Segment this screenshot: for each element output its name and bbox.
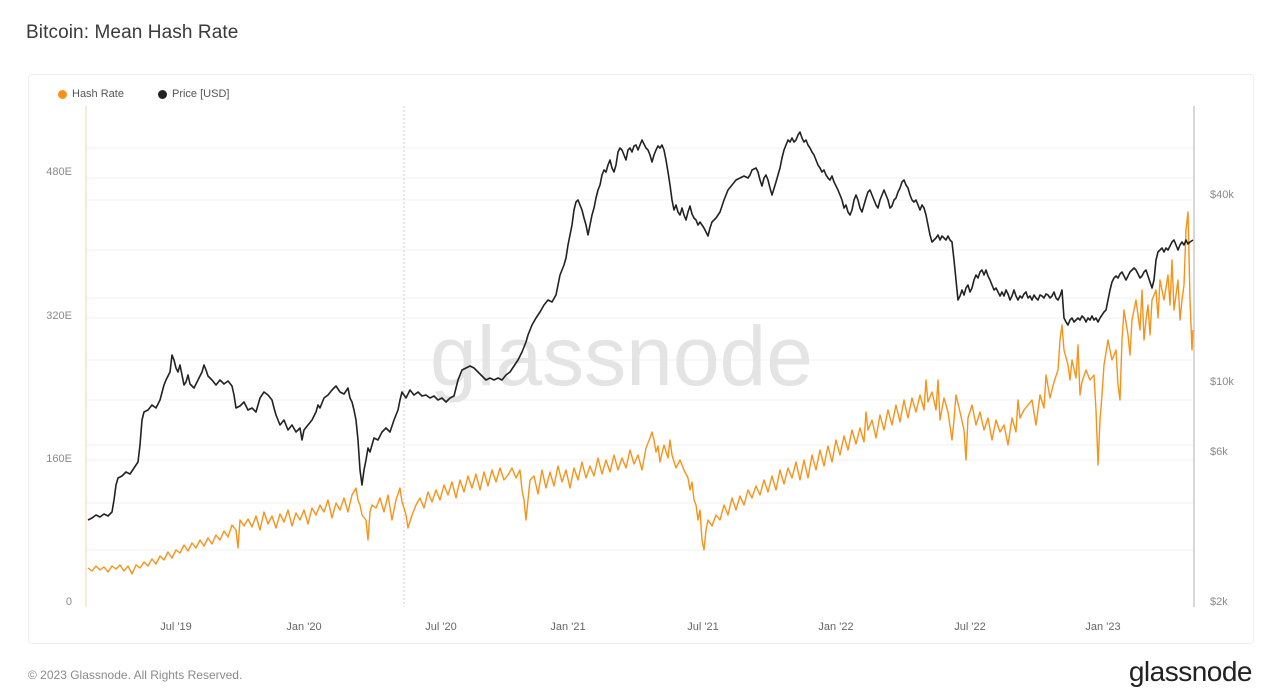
y-tick-left-480: 480E <box>46 166 72 178</box>
price-dot-icon <box>157 89 167 99</box>
y-tick-left-160: 160E <box>46 453 72 465</box>
y-tick-left-320: 320E <box>46 310 72 322</box>
x-tick: Jan '22 <box>818 621 854 633</box>
x-tick: Jul '22 <box>954 621 986 633</box>
x-tick: Jul '21 <box>687 621 719 633</box>
legend-item-hash-rate[interactable]: Hash Rate <box>58 88 124 100</box>
legend-label-price: Price [USD] <box>171 88 230 100</box>
legend-item-price[interactable]: Price [USD] <box>157 88 230 100</box>
x-tick: Jan '20 <box>286 621 322 633</box>
x-tick: Jan '21 <box>550 621 586 633</box>
chart-frame <box>28 74 1254 644</box>
y-tick-right-40k: $40k <box>1210 189 1234 201</box>
x-tick: Jul '20 <box>425 621 457 633</box>
y-tick-right-6k: $6k <box>1210 446 1228 458</box>
copyright-footer: © 2023 Glassnode. All Rights Reserved. <box>28 668 243 682</box>
glassnode-watermark: glassnode <box>430 309 813 403</box>
hash-rate-line <box>87 211 1194 575</box>
y-tick-left-0: 0 <box>65 596 72 608</box>
price-line <box>87 131 1194 521</box>
legend-label-hash-rate: Hash Rate <box>72 88 124 100</box>
x-tick: Jan '23 <box>1085 621 1121 633</box>
y-tick-right-10k: $10k <box>1210 376 1234 388</box>
page-title: Bitcoin: Mean Hash Rate <box>26 22 239 43</box>
chart-legend: Hash Rate Price [USD] <box>58 88 229 100</box>
hash-rate-dot-icon <box>58 89 67 99</box>
x-tick: Jul '19 <box>160 621 192 633</box>
glassnode-logo[interactable]: glassnode <box>1128 656 1253 687</box>
y-tick-right-2k: $2k <box>1210 596 1228 608</box>
